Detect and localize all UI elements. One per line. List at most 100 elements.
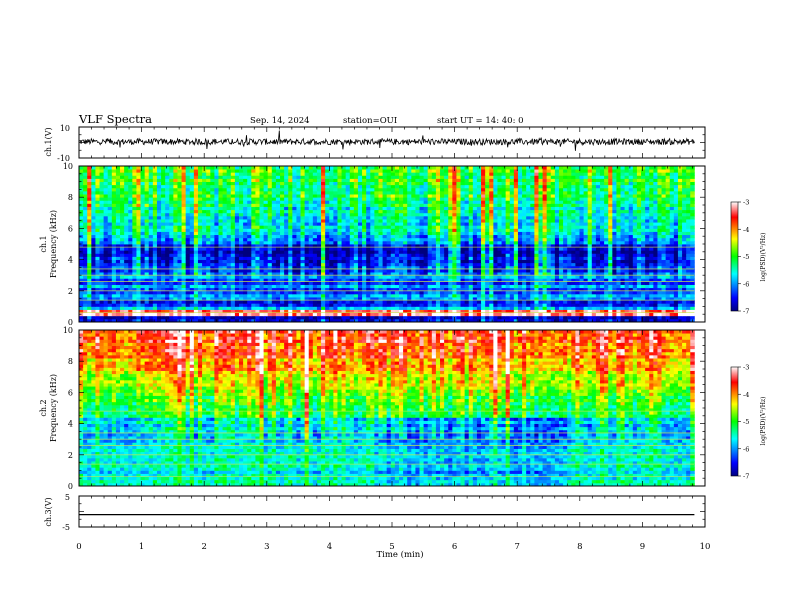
spectrogram-cell bbox=[362, 231, 367, 236]
spectrogram-cell bbox=[300, 244, 306, 248]
spectrogram-cell bbox=[526, 237, 531, 242]
spectrogram-cell bbox=[148, 278, 154, 282]
spectrogram-cell bbox=[423, 228, 429, 232]
spectrogram-cell bbox=[460, 268, 466, 273]
spectrogram-cell bbox=[530, 281, 535, 285]
spectrogram-cell bbox=[423, 318, 429, 323]
spectrogram-cell bbox=[398, 250, 404, 254]
spectrogram-cell bbox=[636, 315, 642, 320]
spectrogram-cell bbox=[185, 265, 191, 270]
spectrogram-cell bbox=[657, 234, 662, 239]
spectrogram-cell bbox=[337, 234, 342, 239]
spectrogram-cell bbox=[374, 278, 379, 282]
spectrogram-cell bbox=[472, 287, 478, 292]
spectrogram-cell bbox=[653, 312, 658, 317]
spectrogram-cell bbox=[673, 290, 679, 295]
spectrogram-cell bbox=[79, 222, 84, 226]
spectrogram-cell bbox=[448, 297, 453, 301]
spectrogram-cell bbox=[604, 309, 609, 314]
spectrogram-cell bbox=[493, 293, 498, 298]
spectrogram-cell bbox=[497, 231, 502, 236]
spectrogram-cell bbox=[115, 265, 121, 270]
spectrogram-cell bbox=[144, 275, 150, 279]
spectrogram-cell bbox=[554, 278, 560, 282]
spectrogram-cell bbox=[333, 290, 338, 295]
spectrogram-cell bbox=[243, 240, 248, 245]
spectrogram-cell bbox=[370, 234, 375, 239]
spectrogram-cell bbox=[435, 275, 441, 279]
spectrogram-cell bbox=[243, 315, 248, 320]
spectrogram-cell bbox=[193, 228, 199, 232]
spectrogram-cell bbox=[682, 281, 687, 285]
spectrogram-cell bbox=[325, 272, 330, 276]
spectrogram-cell bbox=[616, 272, 621, 276]
spectrogram-cell bbox=[79, 244, 84, 248]
spectrogram-cell bbox=[255, 237, 260, 242]
spectrogram-cell bbox=[243, 300, 248, 304]
spectrogram-cell bbox=[431, 231, 437, 236]
spectrogram-cell bbox=[349, 237, 355, 242]
spectrogram-cell bbox=[554, 287, 560, 292]
spectrogram-cell bbox=[165, 247, 170, 251]
spectrogram-cell bbox=[452, 262, 457, 267]
spectrogram-cell bbox=[435, 228, 441, 232]
spectrogram-cell bbox=[292, 306, 297, 310]
spectrogram-cell bbox=[665, 256, 671, 260]
spectrogram-cell bbox=[612, 281, 617, 285]
spectrogram-cell bbox=[341, 306, 347, 310]
spectrogram-cell bbox=[600, 281, 605, 285]
spectrogram-cell bbox=[657, 265, 662, 270]
spectrogram-cell bbox=[378, 222, 383, 226]
spectrogram-cell bbox=[341, 303, 347, 307]
spectrogram-cell bbox=[345, 268, 351, 273]
spectrogram-cell bbox=[390, 247, 396, 251]
spectrogram-cell bbox=[427, 265, 433, 270]
spectrogram-cell bbox=[431, 309, 437, 314]
spectrogram-cell bbox=[353, 231, 359, 236]
spectrogram-cell bbox=[308, 290, 314, 295]
spectrogram-cell bbox=[558, 293, 564, 298]
spectrogram-cell bbox=[161, 312, 166, 317]
spectrogram-cell bbox=[669, 234, 675, 239]
spectrogram-cell bbox=[497, 240, 502, 245]
spectrogram-cell bbox=[595, 275, 601, 279]
spectrogram-cell bbox=[107, 275, 113, 279]
spectrogram-cell bbox=[554, 306, 560, 310]
spectrogram-cell bbox=[485, 281, 490, 285]
spectrogram-cell bbox=[366, 228, 371, 232]
spectrogram-cell bbox=[468, 278, 474, 282]
spectrogram-cell bbox=[657, 297, 662, 301]
spectrogram-cell bbox=[99, 290, 105, 295]
spectrogram-cell bbox=[464, 306, 470, 310]
spectrogram-cell bbox=[411, 315, 416, 320]
spectrogram-cell bbox=[468, 312, 474, 317]
ch1-waveform-panel: 10 -10 ch.1(V) bbox=[44, 124, 706, 163]
spectrogram-cell bbox=[677, 293, 683, 298]
spectrogram-cell bbox=[554, 309, 560, 314]
spectrogram-cell bbox=[444, 250, 449, 254]
spectrogram-cell bbox=[390, 234, 396, 239]
spectrogram-cell bbox=[234, 284, 240, 289]
spectrogram-cell bbox=[407, 228, 412, 232]
spectrogram-cell bbox=[124, 287, 129, 292]
spectrogram-cell bbox=[288, 278, 293, 282]
spectrogram-cell bbox=[554, 303, 560, 307]
spectrogram-cell bbox=[440, 306, 445, 310]
spectrogram-cell bbox=[665, 234, 671, 239]
spectrogram-cell bbox=[202, 222, 207, 226]
spectrogram-cell bbox=[95, 228, 100, 232]
spectrogram-cell bbox=[444, 222, 449, 226]
spectrogram-cell bbox=[476, 312, 482, 317]
spectrogram-cell bbox=[567, 278, 572, 282]
spectrogram-cell bbox=[247, 219, 252, 223]
spectrogram-cell bbox=[304, 265, 310, 270]
spectrogram-cell bbox=[534, 250, 539, 254]
spectrogram-cell bbox=[542, 240, 548, 245]
spectrogram-cell bbox=[316, 265, 322, 270]
spectrogram-cell bbox=[337, 268, 342, 273]
spectrogram-cell bbox=[234, 244, 240, 248]
spectrogram-cell bbox=[624, 250, 630, 254]
spectrogram-cell bbox=[513, 303, 519, 307]
spectrogram-cell bbox=[497, 237, 502, 242]
spectrogram-cell bbox=[386, 318, 392, 323]
